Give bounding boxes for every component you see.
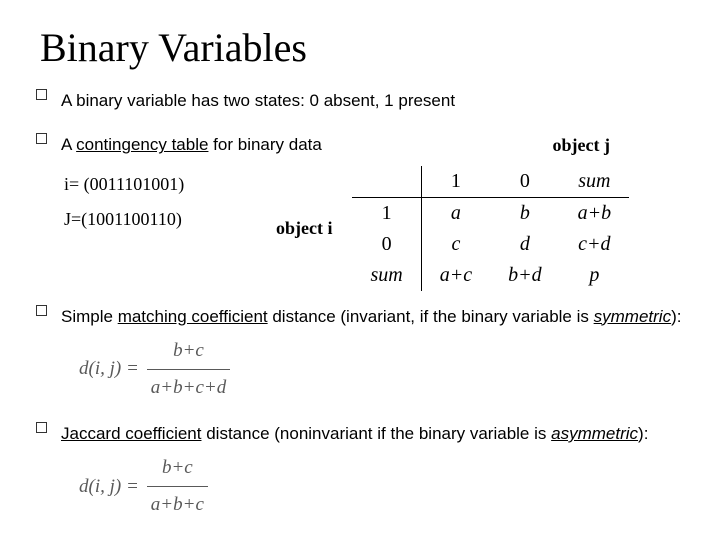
bullet-square-icon [36,305,47,316]
text-underline: symmetric [594,307,671,326]
contingency-table: 1 0 sum 1 a b a+b 0 c d c+d sum [352,166,629,291]
bullet-2-text: A contingency table for binary data [61,129,322,161]
formula-lhs: d(i, j) = [79,351,139,387]
col-header-sum: sum [560,166,630,198]
contingency-table-wrap: object i 1 0 sum 1 a b a+b 0 c d [276,166,684,291]
formula-denominator: a+b+c+d [147,369,230,406]
bullet-1-text: A binary variable has two states: 0 abse… [61,85,455,117]
text-fragment: ): [671,307,681,326]
bullet-square-icon [36,89,47,100]
text-fragment: A [61,135,76,154]
col-header-1: 1 [421,166,490,198]
cell-cd: c+d [560,229,630,260]
cell-ac: a+c [421,260,490,291]
text-fragment: Simple [61,307,118,326]
example-j: J=(1001100110) [64,209,276,230]
cell-b: b [490,197,560,229]
object-j-label: object j [553,135,610,156]
text-underline: asymmetric [551,424,638,443]
col-header-0: 0 [490,166,560,198]
bullet-3: Simple matching coefficient distance (in… [36,301,684,406]
cell-bd: b+d [490,260,560,291]
row-header-sum: sum [352,260,421,291]
object-i-label: object i [276,218,332,239]
row-header-0: 0 [352,229,421,260]
text-fragment: for binary data [208,135,321,154]
bullet-1: A binary variable has two states: 0 abse… [36,85,684,117]
bullet-4-text: Jaccard coefficient distance (noninvaria… [61,418,684,523]
example-i: i= (0011101001) [64,174,276,195]
row-header-1: 1 [352,197,421,229]
formula-lhs: d(i, j) = [79,469,139,505]
bullet-square-icon [36,422,47,433]
formula-numerator: b+c [158,450,197,486]
bullet-square-icon [36,133,47,144]
text-fragment: distance (invariant, if the binary varia… [268,307,594,326]
jaccard-formula: d(i, j) = b+c a+b+c [79,450,208,523]
formula-denominator: a+b+c [147,486,208,523]
cell-p: p [560,260,630,291]
cell-d: d [490,229,560,260]
slide-title: Binary Variables [40,24,684,71]
smc-formula: d(i, j) = b+c a+b+c+d [79,333,230,406]
cell-a: a [421,197,490,229]
text-underline: contingency table [76,135,208,154]
cell-ab: a+b [560,197,630,229]
text-fragment: distance (noninvariant if the binary var… [201,424,551,443]
example-vectors: i= (0011101001) J=(1001100110) [36,174,276,291]
text-underline: Jaccard coefficient [61,424,201,443]
text-fragment: ): [638,424,648,443]
formula-fraction: b+c a+b+c+d [147,333,230,406]
text-underline: matching coefficient [118,307,268,326]
mid-section: i= (0011101001) J=(1001100110) object i … [36,174,684,291]
bullet-3-text: Simple matching coefficient distance (in… [61,301,684,406]
bullet-4: Jaccard coefficient distance (noninvaria… [36,418,684,523]
cell-c: c [421,229,490,260]
formula-fraction: b+c a+b+c [147,450,208,523]
formula-numerator: b+c [169,333,208,369]
